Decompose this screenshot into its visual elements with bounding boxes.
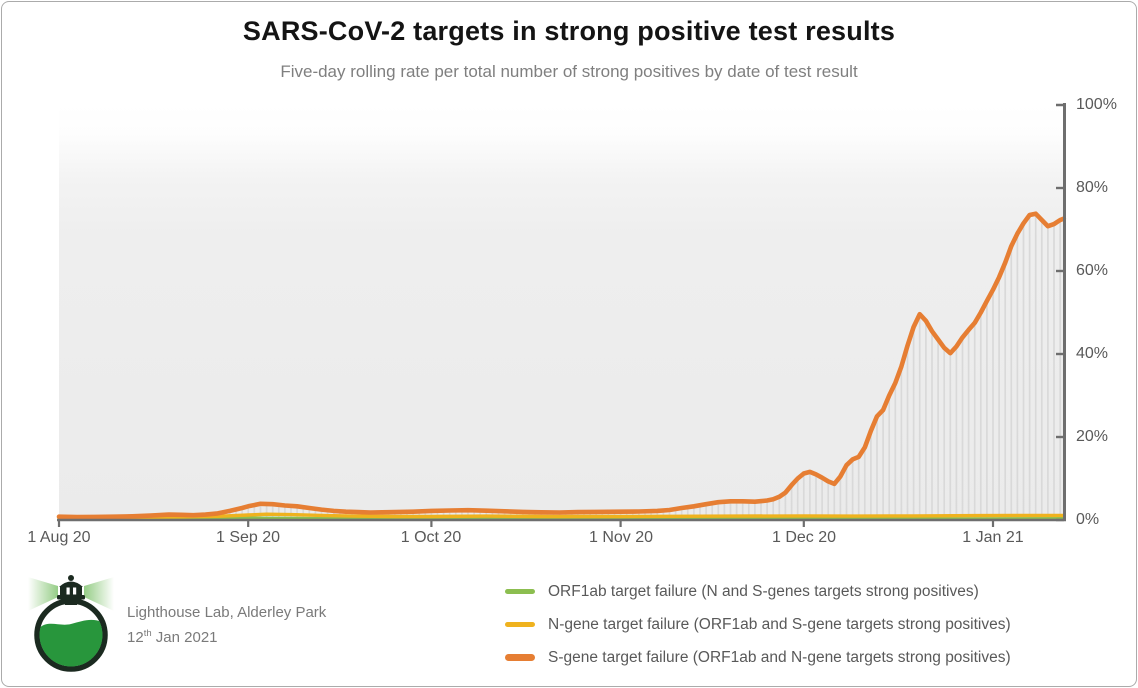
legend-item-ngene: N-gene target failure (ORF1ab and S-gene…: [505, 614, 1011, 635]
x-axis-tick-label: 1 Nov 20: [588, 529, 654, 546]
y-axis-tick-label: 0%: [1076, 511, 1100, 528]
legend-label-orf1ab: ORF1ab target failure (N and S-genes tar…: [548, 582, 979, 600]
legend-item-orf1ab: ORF1ab target failure (N and S-genes tar…: [505, 581, 1011, 602]
x-axis-tick-label: 1 Jan 21: [962, 529, 1024, 546]
x-axis-tick-label: 1 Dec 20: [771, 529, 837, 546]
lighthouse-flask-logo: [28, 575, 114, 672]
x-axis-tick-label: 1 Sep 20: [215, 529, 281, 546]
y-axis-tick-label: 80%: [1076, 179, 1109, 196]
attribution: Lighthouse Lab, Alderley Park 12th Jan 2…: [127, 602, 326, 648]
lantern-slit: [73, 587, 77, 595]
legend-label-sgene: S-gene target failure (ORF1ab and N-gene…: [548, 648, 1011, 666]
y-axis-tick-label: 100%: [1076, 96, 1117, 113]
x-axis-tick-label: 1 Aug 20: [27, 529, 91, 546]
chart-subtitle: Five-day rolling rate per total number o…: [280, 62, 858, 81]
y-axis-tick-label: 60%: [1076, 262, 1109, 279]
report-date: 12th Jan 2021: [127, 628, 218, 646]
y-axis-tick-label: 20%: [1076, 428, 1109, 445]
lantern-slit: [66, 587, 70, 595]
org-name: Lighthouse Lab, Alderley Park: [127, 604, 327, 621]
legend-label-ngene: N-gene target failure (ORF1ab and S-gene…: [548, 615, 1011, 633]
chart-title: SARS-CoV-2 targets in strong positive te…: [242, 16, 896, 46]
x-axis-tick-label: 1 Oct 20: [400, 529, 462, 546]
y-axis-tick-label: 40%: [1076, 345, 1109, 362]
lantern: [57, 575, 85, 605]
legend-swatch-ngene: [505, 622, 535, 627]
legend-swatch-sgene: [505, 654, 535, 661]
legend-item-sgene: S-gene target failure (ORF1ab and N-gene…: [505, 647, 1011, 668]
light-beam-left: [28, 577, 58, 611]
legend-swatch-orf1ab: [505, 589, 535, 594]
chart-legend: ORF1ab target failure (N and S-genes tar…: [505, 581, 1011, 668]
flask-liquid: [39, 619, 103, 667]
light-beam-right: [84, 577, 114, 611]
